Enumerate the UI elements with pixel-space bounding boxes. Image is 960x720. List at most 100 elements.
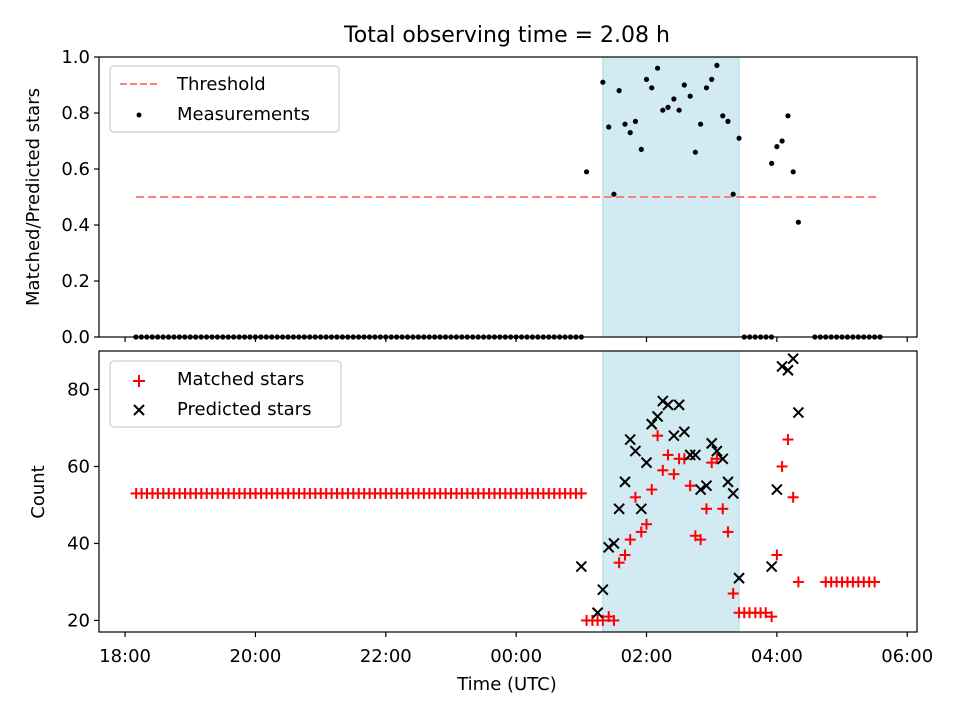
measurement-point xyxy=(720,113,726,119)
measurement-point xyxy=(643,76,650,82)
predicted-star-point xyxy=(711,445,723,457)
matched-star-point xyxy=(700,503,712,515)
predicted-star-point xyxy=(684,449,696,461)
matched-star-point xyxy=(678,453,690,465)
count-y-tick-label: 80 xyxy=(67,379,90,400)
measurement-point xyxy=(795,219,801,225)
matched-star-point xyxy=(711,453,723,465)
matched-star-point xyxy=(635,526,647,538)
matched-star-point xyxy=(624,534,636,546)
predicted-star-point xyxy=(646,418,658,430)
predicted-star-point xyxy=(629,445,642,457)
count-x-axis: 18:00 20:00 22:00 00:00 02:00 04:00 06:00 xyxy=(99,632,933,667)
legend-matched-label: Matched stars xyxy=(177,369,304,390)
ratio-x-ticks xyxy=(124,337,908,342)
matched-star-point xyxy=(760,607,772,619)
x-tick-label: 22:00 xyxy=(360,646,412,667)
legend-matched-swatch xyxy=(133,375,145,387)
predicted-star-point xyxy=(619,476,631,488)
measurement-point xyxy=(606,124,612,130)
matched-star-point xyxy=(657,464,669,476)
predicted-star-point xyxy=(678,426,691,438)
matched-star-point xyxy=(869,576,881,588)
measurement-point xyxy=(709,76,715,82)
measurement-point xyxy=(611,191,617,197)
matched-star-point xyxy=(641,518,653,530)
legend-predicted-swatch xyxy=(133,404,145,416)
count-y-tick-label: 60 xyxy=(67,456,90,477)
predicted-star-point xyxy=(705,437,718,450)
measurement-point xyxy=(622,121,628,127)
matched-star-point xyxy=(608,614,620,626)
measurement-point xyxy=(725,118,731,124)
count-y-tick-label: 40 xyxy=(67,533,90,554)
matched-star-point xyxy=(722,526,734,538)
predicted-star-point xyxy=(722,476,734,488)
predicted-star-point xyxy=(575,560,588,573)
predicted-star-point xyxy=(613,503,625,515)
count-legend-box xyxy=(109,360,342,428)
predicted-star-point xyxy=(771,483,783,496)
measurement-point xyxy=(736,135,742,141)
measurement-point xyxy=(779,138,785,144)
matched-star-point xyxy=(652,430,664,442)
matched-star-point xyxy=(792,576,804,588)
count-y-tick-label: 20 xyxy=(67,610,90,631)
matched-star-point xyxy=(766,611,778,623)
measurement-point xyxy=(627,130,633,136)
measurement-point xyxy=(774,144,780,150)
predicted-star-point xyxy=(662,399,674,411)
ratio-panel-frame xyxy=(98,56,918,338)
x-tick-label: 02:00 xyxy=(621,646,673,667)
matched-star-point xyxy=(727,588,739,600)
measurement-point xyxy=(769,160,775,166)
matched-star-point xyxy=(771,549,783,561)
predicted-star-point xyxy=(787,352,799,365)
predicted-star-point xyxy=(591,607,604,619)
measurement-point xyxy=(676,107,682,113)
measurement-point xyxy=(698,121,704,127)
measurement-point xyxy=(665,104,671,110)
predicted-star-point xyxy=(733,572,745,584)
count-y-axis-label: Count xyxy=(28,465,49,518)
count-legend: Matched stars Predicted stars xyxy=(109,360,342,428)
matched-star-point xyxy=(575,487,587,499)
x-tick-label: 18:00 xyxy=(99,646,151,667)
measurement-point xyxy=(660,107,666,113)
measurement-point xyxy=(692,149,698,155)
matched-star-point xyxy=(782,434,794,446)
measurement-point xyxy=(703,85,710,91)
predicted-star-point xyxy=(792,406,805,419)
ratio-y-tick-label: 0.0 xyxy=(61,327,90,348)
matched-star-point xyxy=(613,557,625,569)
measurement-point xyxy=(649,85,655,91)
predicted-star-point xyxy=(640,456,653,469)
matched-star-point xyxy=(646,484,658,496)
x-tick-label: 06:00 xyxy=(881,646,933,667)
matched-star-point xyxy=(787,491,799,503)
x-tick-label: 04:00 xyxy=(751,646,803,667)
measurement-point xyxy=(583,169,590,175)
ratio-y-axis: 0.0 0.2 0.4 0.6 0.8 1.0 xyxy=(61,47,99,348)
measurement-point xyxy=(785,113,791,119)
predicted-star-point xyxy=(782,364,794,376)
predicted-star-point xyxy=(765,560,778,573)
predicted-star-point xyxy=(776,360,788,373)
predicted-star-point xyxy=(700,480,713,492)
x-tick-label: 00:00 xyxy=(490,646,542,667)
matched-star-point xyxy=(684,480,696,492)
legend-predicted-label: Predicted stars xyxy=(177,399,311,420)
count-panel-frame xyxy=(98,350,918,633)
measurement-point xyxy=(730,191,736,197)
legend-threshold-label: Threshold xyxy=(176,74,266,95)
predicted-star-point xyxy=(689,449,702,461)
predicted-star-point xyxy=(635,503,647,515)
x-axis-label: Time (UTC) xyxy=(456,674,557,695)
predicted-star-point xyxy=(651,410,664,423)
count-y-axis: 20 40 60 80 xyxy=(67,379,99,631)
matched-star-point xyxy=(668,468,680,480)
ratio-y-tick-label: 0.6 xyxy=(61,159,90,180)
measurement-point xyxy=(714,62,720,68)
measurement-point xyxy=(671,96,677,102)
